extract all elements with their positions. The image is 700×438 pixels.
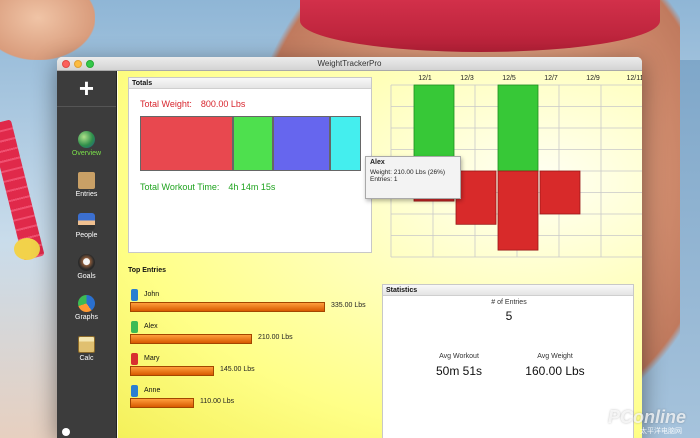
top-entry-row[interactable]: John 335.00 Lbs [128,289,378,319]
people-icon [78,213,95,230]
x-tick-label: 12/3 [460,75,474,82]
top-entry-name: Alex [144,323,158,330]
top-entry-name: Mary [144,355,160,362]
gain-bar-12-5[interactable] [497,84,539,172]
calculator-icon [78,336,95,353]
sidebar: + Overview Entries People Goals Graphs C… [57,71,117,438]
totals-panel: Totals Total Weight: 800.00 Lbs Total Wor… [128,77,372,253]
top-entry-bar [130,398,194,408]
x-tick-label: 12/11 [627,75,643,82]
status-dot-icon [62,428,70,436]
title-bar: WeightTrackerPro [57,57,642,71]
app-window: WeightTrackerPro + Overview Entries Peop… [57,57,642,438]
top-entry-name: Anne [144,387,161,394]
statistics-panel: Statistics # of Entries 5 Avg Workout 50… [382,284,634,438]
overview-pane: Totals Total Weight: 800.00 Lbs Total Wor… [118,71,642,438]
sidebar-item-people[interactable]: People [57,201,116,242]
runner-icon [131,289,138,301]
tooltip-name: Alex [370,159,385,166]
top-entry-row[interactable]: Anne 110.00 Lbs [128,385,378,415]
total-workout-time: Total Workout Time: 4h 14m 15s [140,182,275,192]
top-entry-name: John [144,291,160,298]
sidebar-item-graphs[interactable]: Graphs [57,283,116,324]
runner-icon [131,353,138,365]
background-sports-top [300,0,660,52]
top-entry-row[interactable]: Mary 145.00 Lbs [128,353,378,383]
watermark-logo: PConline [607,407,686,427]
watermark-subtitle: 太平洋电脑网 [640,428,682,435]
top-entry-bar [130,366,214,376]
top-entry-row[interactable]: Alex 210.00 Lbs [128,321,378,351]
sidebar-item-overview[interactable]: Overview [57,119,116,160]
loss-bar-12-3[interactable] [455,170,497,225]
background-tape-end [14,238,40,260]
weight-share-bar [140,116,361,171]
entries-count-value: 5 [505,309,513,323]
zoom-button[interactable] [86,60,94,68]
weight-share-segment-anne[interactable] [330,116,361,171]
globe-icon [78,131,95,148]
runner-icon [131,385,138,397]
total-time-value: 4h 14m 15s [228,182,276,192]
x-tick-label: 12/1 [418,75,432,82]
weight-share-segment-john[interactable] [140,116,233,171]
avg-workout-value: 50m 51s [435,364,483,378]
sidebar-item-label: Calc [79,355,94,362]
totals-heading: Totals [129,78,371,89]
tooltip-entries: Entries: 1 [370,176,398,183]
top-entry-value: 335.00 Lbs [331,302,366,309]
top-entry-value: 110.00 Lbs [200,398,235,405]
total-weight: Total Weight: 800.00 Lbs [140,99,245,109]
window-title: WeightTrackerPro [317,59,382,68]
close-button[interactable] [62,60,70,68]
weight-share-segment-mary[interactable] [233,116,273,171]
weight-share-segment-alex[interactable] [273,116,330,171]
statistics-heading: Statistics [383,285,633,296]
x-tick-label: 12/5 [502,75,516,82]
avg-weight-label: Avg Weight [537,353,573,360]
top-entry-value: 145.00 Lbs [220,366,255,373]
goals-icon [78,254,95,271]
top-entries-heading: Top Entries [128,267,166,274]
top-entry-value: 210.00 Lbs [258,334,293,341]
x-tick-label: 12/7 [544,75,558,82]
tooltip-weight: Weight: 210.00 Lbs (26%) [370,169,446,176]
minimize-button[interactable] [74,60,82,68]
sidebar-item-calc[interactable]: Calc [57,324,116,365]
runner-icon [131,321,138,333]
top-entry-bar [130,334,252,344]
x-tick-label: 12/9 [586,75,600,82]
loss-bar-12-7[interactable] [539,170,581,215]
sidebar-item-entries[interactable]: Entries [57,160,116,201]
total-weight-label: Total Weight: [140,99,192,109]
top-entry-bar [130,302,325,312]
add-entry-button[interactable]: + [57,71,116,107]
avg-weight-value: 160.00 Lbs [525,364,585,378]
avg-workout-label: Avg Workout [439,353,479,360]
segment-tooltip: Alex Weight: 210.00 Lbs (26%) Entries: 1 [365,156,461,199]
total-weight-value: 800.00 Lbs [200,99,246,109]
sidebar-item-label: Overview [71,150,102,157]
entries-count-label: # of Entries [491,299,527,306]
sidebar-item-label: People [75,232,98,239]
sidebar-item-label: Goals [77,273,96,280]
box-icon [78,172,95,189]
loss-bar-12-5[interactable] [497,170,539,251]
background-hand [0,0,95,60]
sidebar-item-goals[interactable]: Goals [57,242,116,283]
total-time-label: Total Workout Time: [140,182,220,192]
pie-chart-icon [78,295,95,312]
window-controls [62,60,94,68]
sidebar-item-label: Graphs [75,314,98,321]
sidebar-item-label: Entries [75,191,98,198]
